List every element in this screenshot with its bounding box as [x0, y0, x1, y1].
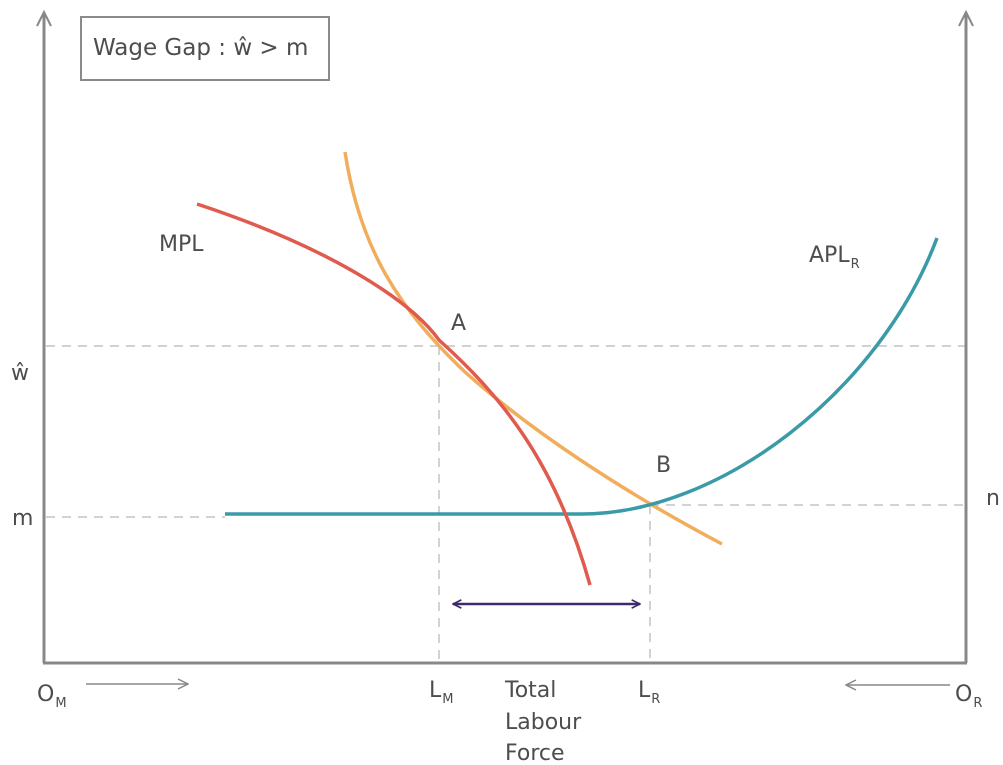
- diagram-title: Wage Gap : ŵ > m: [93, 35, 308, 61]
- lr-label: LR: [638, 678, 660, 707]
- lm-label: LM: [429, 678, 453, 707]
- om-origin-label: OM: [37, 682, 67, 711]
- n-label: n: [986, 486, 1000, 511]
- right-axis-arrowhead: [958, 9, 974, 27]
- apl-orange-curve: [343, 151, 723, 546]
- apl-r-curve: [225, 237, 939, 516]
- point-a-label: A: [451, 311, 466, 336]
- point-b-label: B: [656, 453, 671, 478]
- w-hat-label: ŵ: [11, 361, 29, 386]
- apl-r-label: APLR: [809, 243, 860, 272]
- mpl-curve: [196, 202, 592, 586]
- or-origin-label: OR: [955, 682, 982, 711]
- total-labour-force-label: Total Labour Force: [504, 678, 588, 765]
- m-label: m: [12, 506, 33, 531]
- title-box: [80, 16, 330, 81]
- left-axis-arrowhead: [36, 9, 52, 27]
- mpl-label: MPL: [159, 232, 204, 257]
